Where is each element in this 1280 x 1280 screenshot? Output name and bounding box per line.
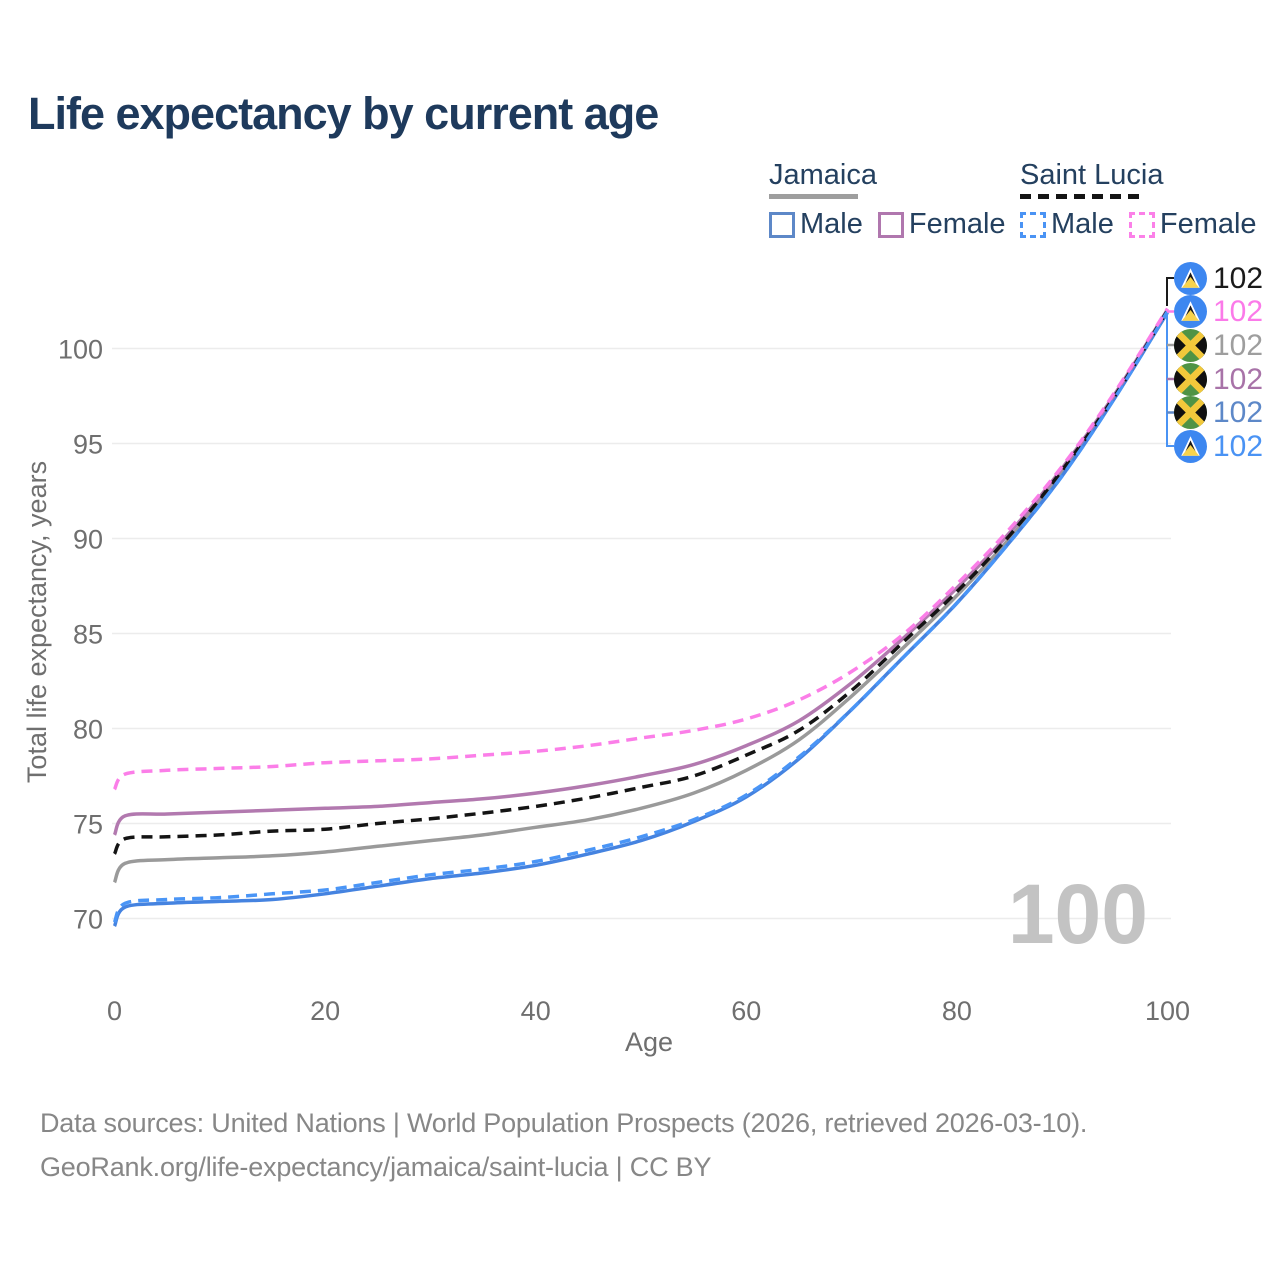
legend-item-saint-lucia-male[interactable]: Male	[1020, 208, 1114, 241]
end-label-value: 102	[1213, 295, 1264, 328]
jamaica-flag-icon	[1174, 362, 1207, 396]
x-tick-labels: 0 20 40 60 80 100	[107, 996, 1190, 1026]
legend-country-saint-lucia[interactable]: Saint Lucia	[1020, 159, 1164, 191]
connector-saint-lucia-total	[1166, 277, 1174, 306]
saint-lucia-dashed-line-underline	[1020, 194, 1143, 199]
x-tick-0: 0	[107, 996, 122, 1026]
y-axis-title: Total life expectancy, years	[22, 461, 52, 783]
series-line-jamaica-female	[112, 308, 1169, 836]
end-label-value: 102	[1213, 362, 1264, 396]
saint-lucia-male-swatch	[1020, 211, 1046, 238]
gridlines	[112, 347, 1171, 920]
y-tick-labels: 70 75 80 85 90 95 100	[58, 335, 103, 935]
legend-country-jamaica[interactable]: Jamaica	[769, 159, 877, 191]
legend-item-label: Female	[1159, 208, 1257, 240]
end-label-saint-lucia-male: 102	[1174, 429, 1263, 463]
end-label-value: 102	[1213, 429, 1264, 463]
data-sources-text: Data sources: United Nations | World Pop…	[40, 1108, 1088, 1138]
legend-item-saint-lucia-female[interactable]: Female	[1128, 208, 1257, 241]
legend-group-saint-lucia: Saint Lucia Male Female	[1020, 160, 1257, 241]
end-label-jamaica-female: 102	[1174, 362, 1263, 396]
x-axis-title: Age	[625, 1027, 673, 1057]
legend-group-jamaica: Jamaica Male Female	[769, 160, 1006, 241]
y-tick-80: 80	[73, 715, 103, 745]
saint-lucia-female-swatch	[1128, 211, 1155, 238]
y-tick-90: 90	[73, 525, 103, 555]
x-tick-20: 20	[310, 996, 340, 1026]
y-tick-70: 70	[73, 905, 103, 935]
end-label-saint-lucia-total: 102	[1174, 261, 1263, 295]
legend-item-label: Male	[800, 208, 863, 240]
saint-lucia-flag-icon	[1174, 261, 1207, 295]
y-tick-75: 75	[73, 810, 103, 840]
y-tick-85: 85	[73, 620, 103, 650]
attribution-text: GeoRank.org/life-expectancy/jamaica/sain…	[40, 1152, 712, 1182]
legend-item-jamaica-male[interactable]: Male	[769, 208, 863, 241]
saint-lucia-flag-icon	[1174, 295, 1207, 328]
series-lines	[112, 307, 1169, 927]
y-tick-100: 100	[58, 335, 103, 365]
x-tick-60: 60	[731, 996, 761, 1026]
end-label-saint-lucia-female: 102	[1174, 295, 1263, 329]
jamaica-flag-icon	[1174, 328, 1207, 362]
jamaica-female-swatch	[877, 211, 904, 238]
y-tick-95: 95	[73, 430, 103, 460]
page-title: Life expectancy by current age	[28, 88, 659, 139]
age-watermark: 100	[1008, 867, 1148, 961]
legend-item-label: Male	[1051, 208, 1114, 240]
x-tick-80: 80	[942, 996, 972, 1026]
legend-item-jamaica-female[interactable]: Female	[877, 208, 1006, 241]
end-label-jamaica-male: 102	[1174, 396, 1263, 430]
x-tick-100: 100	[1145, 996, 1190, 1026]
footer: Data sources: United Nations | World Pop…	[40, 1108, 1087, 1196]
series-line-jamaica-male	[112, 311, 1169, 927]
end-label-value: 102	[1213, 396, 1264, 429]
end-label-value: 102	[1213, 261, 1264, 295]
legend: Jamaica Male Female Saint Lucia Male	[0, 0, 1280, 260]
x-tick-40: 40	[521, 996, 551, 1026]
legend-item-label: Female	[908, 208, 1006, 240]
jamaica-solid-line-underline	[769, 194, 858, 199]
series-line-saint-lucia-male	[112, 310, 1169, 924]
jamaica-male-swatch	[769, 211, 795, 238]
jamaica-flag-icon	[1174, 396, 1207, 429]
end-label-connectors	[1166, 277, 1174, 447]
saint-lucia-flag-icon	[1174, 429, 1207, 463]
series-line-saint-lucia-female	[112, 307, 1169, 791]
series-line-saint-lucia-total	[112, 309, 1169, 855]
connector-saint-lucia-male	[1166, 314, 1174, 447]
end-label-jamaica-total: 102	[1174, 328, 1263, 362]
series-line-jamaica-total	[112, 309, 1169, 884]
end-label-value: 102	[1213, 328, 1264, 362]
